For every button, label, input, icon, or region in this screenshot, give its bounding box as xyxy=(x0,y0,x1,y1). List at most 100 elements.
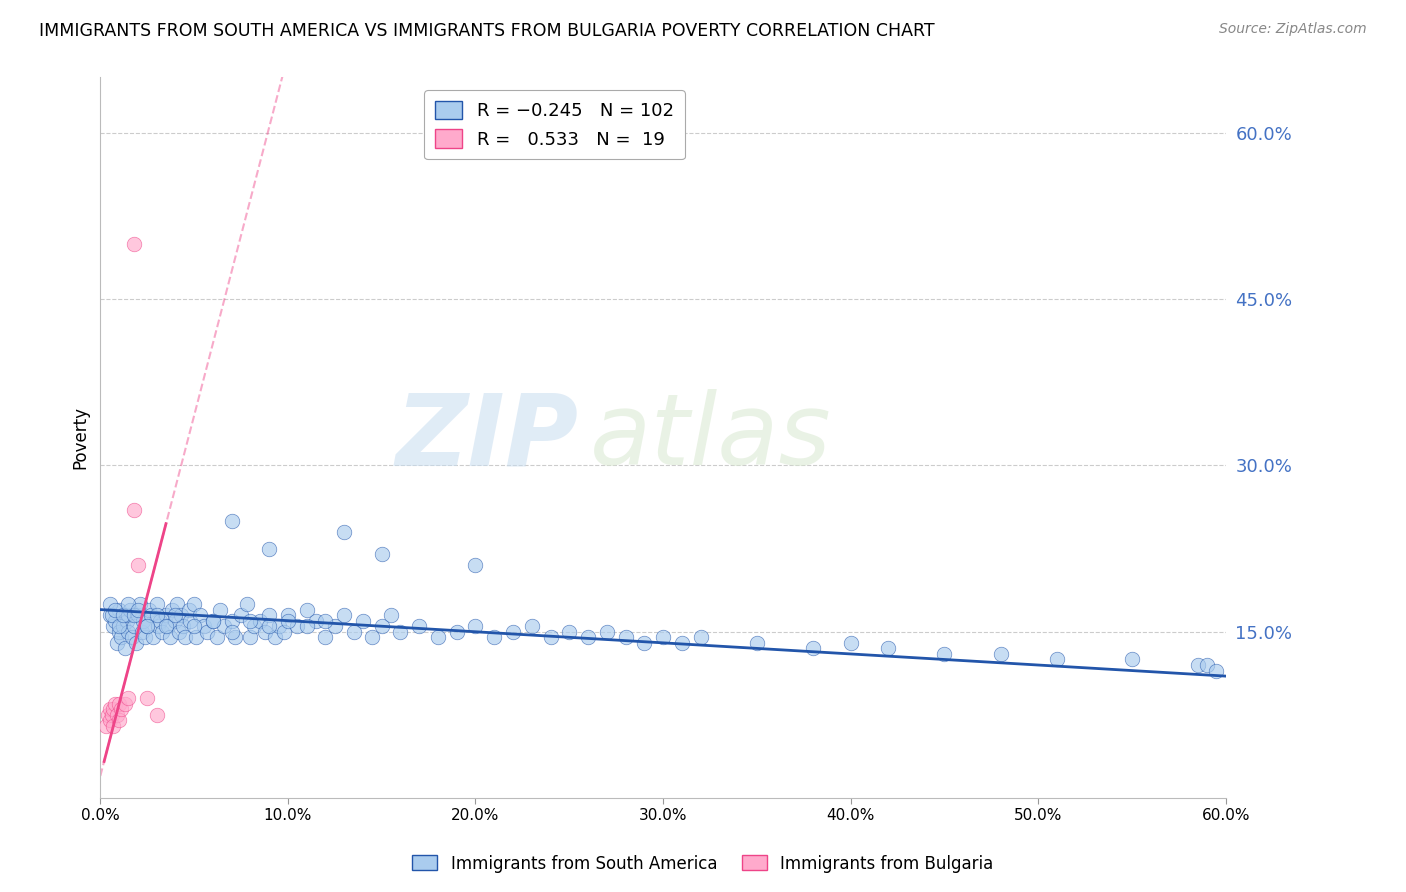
Point xyxy=(633,636,655,650)
Point xyxy=(155,608,177,623)
Point xyxy=(127,608,149,623)
Point xyxy=(108,697,131,711)
Point xyxy=(254,624,277,639)
Point xyxy=(136,619,159,633)
Point xyxy=(97,707,120,722)
Point xyxy=(877,641,900,656)
Point xyxy=(172,619,194,633)
Point xyxy=(426,630,449,644)
Point xyxy=(212,619,235,633)
Point xyxy=(115,614,138,628)
Point xyxy=(201,614,224,628)
Point xyxy=(576,630,599,644)
Point xyxy=(239,630,262,644)
Point xyxy=(201,614,224,628)
Text: ZIP: ZIP xyxy=(395,389,579,486)
Point xyxy=(104,614,127,628)
Point xyxy=(689,630,711,644)
Point xyxy=(273,624,295,639)
Point xyxy=(145,707,167,722)
Point xyxy=(134,630,156,644)
Point xyxy=(173,630,195,644)
Point xyxy=(117,608,139,623)
Point xyxy=(446,624,468,639)
Point xyxy=(224,630,246,644)
Point xyxy=(138,602,160,616)
Point xyxy=(117,597,139,611)
Point xyxy=(100,707,122,722)
Point xyxy=(614,630,637,644)
Point xyxy=(98,597,121,611)
Point xyxy=(132,614,155,628)
Point xyxy=(314,630,336,644)
Point xyxy=(104,602,127,616)
Point xyxy=(221,614,243,628)
Point xyxy=(122,503,145,517)
Text: IMMIGRANTS FROM SOUTH AMERICA VS IMMIGRANTS FROM BULGARIA POVERTY CORRELATION CH: IMMIGRANTS FROM SOUTH AMERICA VS IMMIGRA… xyxy=(39,22,935,40)
Point xyxy=(120,602,142,616)
Point xyxy=(323,619,346,633)
Point xyxy=(243,619,266,633)
Point xyxy=(305,614,328,628)
Point xyxy=(105,707,128,722)
Point xyxy=(257,608,280,623)
Point xyxy=(136,691,159,706)
Point xyxy=(193,619,215,633)
Point xyxy=(277,614,299,628)
Point xyxy=(179,614,201,628)
Point xyxy=(267,619,290,633)
Point xyxy=(934,647,956,661)
Point xyxy=(596,624,619,639)
Legend: R = −0.245   N = 102, R =   0.533   N =  19: R = −0.245 N = 102, R = 0.533 N = 19 xyxy=(425,90,685,160)
Point xyxy=(122,236,145,251)
Point xyxy=(103,619,125,633)
Point xyxy=(277,608,299,623)
Point xyxy=(148,619,170,633)
Point xyxy=(145,608,167,623)
Point xyxy=(104,697,127,711)
Point xyxy=(94,719,117,733)
Point xyxy=(183,619,205,633)
Point xyxy=(361,630,384,644)
Point xyxy=(285,619,308,633)
Point xyxy=(464,619,486,633)
Point xyxy=(839,636,862,650)
Point xyxy=(117,691,139,706)
Point xyxy=(165,608,187,623)
Point xyxy=(149,614,172,628)
Point xyxy=(145,597,167,611)
Point xyxy=(502,624,524,639)
Point xyxy=(333,524,356,539)
Point xyxy=(209,602,232,616)
Point xyxy=(652,630,675,644)
Point xyxy=(520,619,543,633)
Point xyxy=(1121,652,1143,666)
Point xyxy=(249,614,271,628)
Point xyxy=(155,619,177,633)
Point xyxy=(342,624,364,639)
Point xyxy=(122,619,145,633)
Point xyxy=(540,630,562,644)
Text: Source: ZipAtlas.com: Source: ZipAtlas.com xyxy=(1219,22,1367,37)
Point xyxy=(205,630,228,644)
Point xyxy=(111,619,134,633)
Point xyxy=(1046,652,1069,666)
Point xyxy=(464,558,486,573)
Point xyxy=(1205,664,1227,678)
Point xyxy=(160,602,183,616)
Point xyxy=(352,614,374,628)
Point xyxy=(1195,658,1218,673)
Point xyxy=(114,697,136,711)
Point xyxy=(98,702,121,716)
Point xyxy=(263,630,285,644)
Point xyxy=(257,619,280,633)
Point xyxy=(990,647,1012,661)
Point xyxy=(389,624,412,639)
Point xyxy=(221,514,243,528)
Point xyxy=(127,558,149,573)
Text: atlas: atlas xyxy=(591,389,831,486)
Point xyxy=(110,630,132,644)
Point xyxy=(333,608,356,623)
Point xyxy=(98,608,121,623)
Point xyxy=(167,624,190,639)
